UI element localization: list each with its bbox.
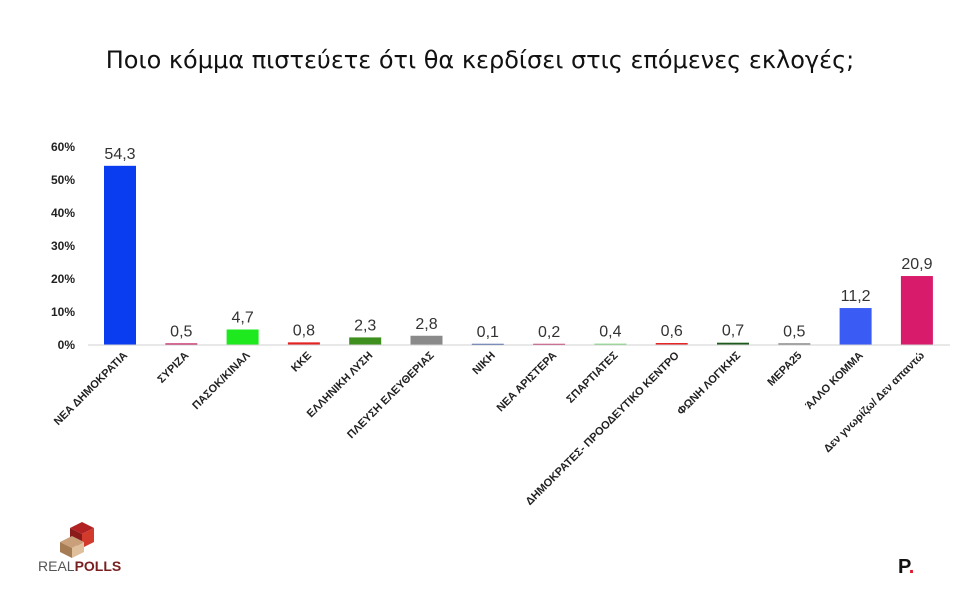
bar <box>717 342 749 345</box>
y-tick-label: 20% <box>51 272 75 286</box>
bar <box>226 329 259 345</box>
bar <box>287 342 320 345</box>
bar <box>778 343 811 345</box>
bar <box>839 308 872 345</box>
bar <box>900 276 933 345</box>
category-label: ΠΑΣΟΚ/ΚΙΝΑΛ <box>190 349 253 412</box>
y-tick-label: 40% <box>51 206 75 220</box>
bar-value-label: 4,7 <box>231 309 253 326</box>
category-label: ΣΠΑΡΤΙΑΤΕΣ <box>564 349 620 405</box>
bar-value-label: 0,4 <box>599 324 621 341</box>
bar <box>165 343 198 345</box>
logo-text: REALPOLLS <box>38 558 122 574</box>
bar-value-label: 0,5 <box>783 323 805 340</box>
category-label: ΜΕΡΑ25 <box>765 350 804 389</box>
bar-value-label: 0,2 <box>538 324 560 341</box>
bar <box>104 165 136 345</box>
category-label: ΝΕΑ ΔΗΜΟΚΡΑΤΙΑ <box>52 350 130 428</box>
category-label: Δεν γνωρίζω/ Δεν απαντώ <box>822 350 927 455</box>
y-axis: 0% 10% 20% 30% 40% 50% 60% <box>51 140 75 352</box>
bar-value-label: 0,1 <box>477 324 499 341</box>
bar <box>410 335 443 345</box>
category-label: ΦΩΝΗ ΛΟΓΙΚΗΣ <box>675 349 743 417</box>
bar-value-label: 0,5 <box>170 323 192 340</box>
y-tick-label: 10% <box>51 305 75 319</box>
category-label: ΚΚΕ <box>289 350 314 375</box>
bar-value-label: 2,3 <box>354 317 376 334</box>
realpolls-logo-icon <box>60 522 94 558</box>
bar-value-label: 0,6 <box>661 323 683 340</box>
category-label: ΆΛΛΟ ΚΟΜΜΑ <box>803 350 865 412</box>
bars <box>104 165 933 345</box>
bar-value-label: 20,9 <box>901 256 932 273</box>
category-label: ΣΥΡΙΖΑ <box>155 350 191 386</box>
bar-value-label: 11,2 <box>841 288 871 305</box>
bar <box>655 343 688 345</box>
bar <box>594 343 627 345</box>
category-label: ΝΙΚΗ <box>470 350 498 378</box>
y-tick-label: 60% <box>51 140 75 154</box>
bar-value-label: 0,8 <box>293 322 315 339</box>
bar-value-label: 2,8 <box>415 316 437 333</box>
data-labels: 54,3 0,5 4,7 0,8 2,3 2,8 0,1 0,2 0,4 0,6 0,7 0,5 11,… <box>104 146 932 341</box>
bar-value-label: 54,3 <box>104 146 135 163</box>
category-label: ΝΕΑ ΑΡΙΣΤΕΡΑ <box>495 350 560 415</box>
brand-mark: P. <box>898 556 915 578</box>
chart-title: Ποιο κόμμα πιστεύετε ότι θα κερδίσει στι… <box>105 46 855 74</box>
bar-value-label: 0,7 <box>722 323 744 340</box>
category-label: ΕΛΛΗΝΙΚΗ ΛΥΣΗ <box>305 350 376 421</box>
bar <box>533 343 566 345</box>
y-tick-label: 50% <box>51 173 75 187</box>
y-tick-label: 0% <box>58 338 76 352</box>
bar <box>471 343 504 345</box>
bar <box>349 337 382 345</box>
y-tick-label: 30% <box>51 239 75 253</box>
